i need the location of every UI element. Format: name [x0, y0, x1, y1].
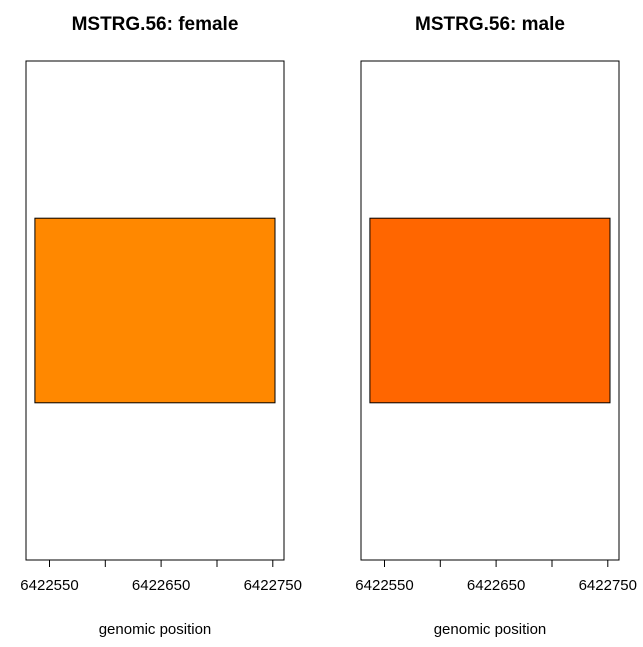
panel-female: MSTRG.56: female 6422550 6422650 6422750 g… — [20, 14, 302, 638]
x-tick-label-male-0: 6422550 — [355, 577, 413, 594]
x-tick-label-female-2: 6422650 — [132, 577, 190, 594]
x-axis-female: 6422550 6422650 6422750 — [20, 559, 302, 594]
x-axis-male: 6422550 6422650 6422750 — [355, 559, 637, 594]
x-tick-label-female-4: 6422750 — [244, 577, 302, 594]
x-axis-label-female: genomic position — [99, 621, 212, 638]
x-tick-label-female-0: 6422550 — [20, 577, 78, 594]
exon-group-female — [34, 217, 276, 404]
exon-bar-male-0 — [369, 217, 611, 404]
exon-bar-female-0 — [34, 217, 276, 404]
panel-male: MSTRG.56: male 6422550 6422650 6422750 gen… — [355, 14, 637, 638]
panel-title-male: MSTRG.56: male — [415, 14, 565, 35]
x-axis-label-male: genomic position — [434, 621, 547, 638]
x-tick-label-male-4: 6422750 — [579, 577, 637, 594]
panel-title-female: MSTRG.56: female — [72, 14, 239, 35]
x-tick-label-male-2: 6422650 — [467, 577, 525, 594]
exon-group-male — [369, 217, 611, 404]
